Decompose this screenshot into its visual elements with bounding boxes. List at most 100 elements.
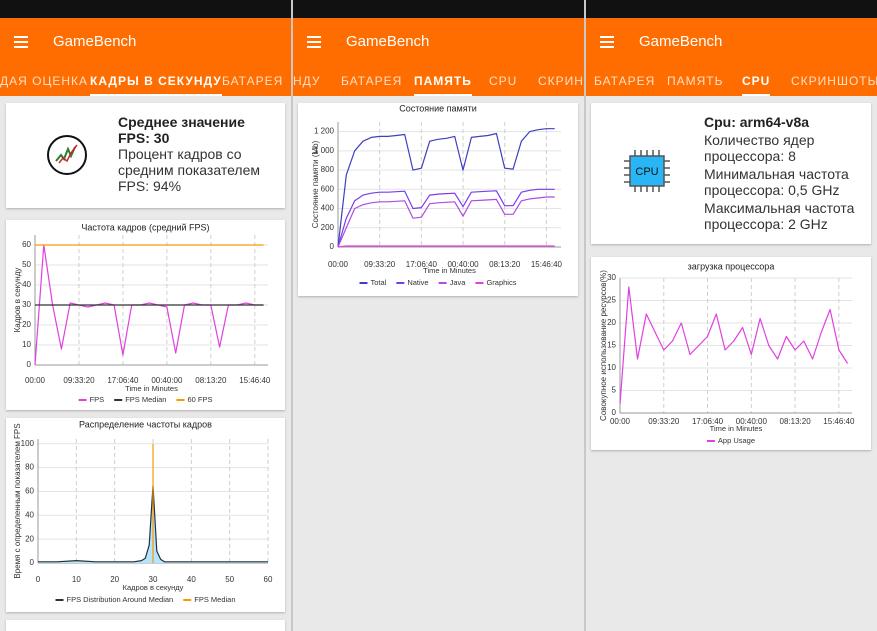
y-axis-label: Совокупное использование ресурсов(%): [599, 270, 608, 421]
summary-card: CPU Cpu: arm64-v8a Количество ядер проце…: [591, 103, 871, 244]
legend: FPS FPS Median 60 FPS: [78, 395, 212, 404]
legend-label: Graphics: [486, 278, 516, 287]
chart: Состояние памяти Состояние памяти (Mb) Tim…: [311, 103, 562, 287]
y-tick-label: 1 000: [314, 146, 335, 155]
x-tick-label: 17:06:40: [107, 376, 139, 385]
y-tick-label: 600: [321, 184, 335, 193]
chart-card: загрузка процессора Совокупное использова…: [591, 257, 871, 450]
status-bar: [0, 0, 291, 18]
x-tick-label: 60: [264, 575, 273, 584]
y-tick-label: 200: [321, 223, 335, 232]
summary-heading: Среднее значение FPS: 30: [118, 114, 245, 146]
x-axis-label: Time in Minutes: [710, 424, 763, 433]
y-axis-label: Кадров в секунду: [13, 268, 22, 333]
x-tick-label: 00:00: [610, 417, 631, 426]
y-tick-label: 30: [607, 273, 616, 282]
y-tick-label: 20: [22, 320, 31, 329]
summary-text: Среднее значение FPS: 30 Процент кадров …: [118, 114, 278, 194]
legend: FPS Distribution Around Median FPS Median: [55, 595, 236, 604]
y-tick-label: 5: [612, 386, 617, 395]
tab[interactable]: CPU: [742, 74, 771, 96]
chart-card: Состояние памяти Состояние памяти (Mb) Tim…: [298, 103, 578, 296]
legend-label: 60 FPS: [187, 395, 212, 404]
x-tick-label: 10: [72, 575, 81, 584]
y-tick-label: 10: [607, 363, 616, 372]
series-line: [337, 196, 555, 248]
y-tick-label: 100: [21, 439, 35, 448]
status-bar: [586, 0, 877, 18]
series-line: [619, 286, 849, 405]
summary-line: Процент кадров со средним показателем FP…: [118, 146, 260, 194]
app-bar: GameBench ДАЯ ОЦЕНКА КАДРЫ В СЕКУНДУ БАТ…: [0, 18, 291, 96]
tab[interactable]: CPU: [489, 74, 518, 88]
x-tick-label: 00:40:00: [151, 376, 183, 385]
legend-label: FPS: [90, 395, 105, 404]
y-tick-label: 60: [22, 240, 31, 249]
y-tick-label: 60: [25, 487, 34, 496]
chart-title: Состояние памяти: [399, 103, 477, 113]
app-title: GameBench: [639, 33, 723, 50]
x-tick-label: 09:33:20: [364, 260, 396, 269]
x-tick-label: 00:40:00: [447, 260, 479, 269]
y-tick-label: 80: [25, 463, 34, 472]
tab[interactable]: НДУ: [293, 74, 321, 88]
y-tick-label: 0: [27, 360, 32, 369]
cpu-icon: CPU: [624, 150, 670, 192]
chart-card: Распределение частоты кадров Время с опре…: [6, 418, 285, 612]
x-tick-label: 00:00: [328, 260, 349, 269]
legend-label: FPS Median: [125, 395, 166, 404]
x-tick-label: 30: [149, 575, 158, 584]
y-tick-label: 10: [22, 340, 31, 349]
tab[interactable]: СКРИНШОТЫ: [538, 74, 584, 88]
x-tick-label: 17:06:40: [692, 417, 724, 426]
x-tick-label: 08:13:20: [489, 260, 521, 269]
x-tick-label: 08:13:20: [195, 376, 227, 385]
x-axis-label: Time in Minutes: [423, 266, 476, 275]
y-tick-label: 400: [321, 204, 335, 213]
y-tick-label: 20: [607, 318, 616, 327]
fps-icon: [47, 135, 87, 175]
tab[interactable]: БАТАРЕЯ: [222, 74, 284, 88]
tab[interactable]: БАТАРЕЯ: [341, 74, 403, 88]
chart: загрузка процессора Совокупное использова…: [599, 261, 855, 445]
summary-text: Cpu: arm64-v8a Количество ядер процессор…: [704, 114, 869, 232]
menu-button[interactable]: [307, 36, 321, 48]
tab[interactable]: ПАМЯТЬ: [667, 74, 724, 88]
summary-heading: Cpu: arm64-v8a: [704, 114, 810, 130]
app-title: GameBench: [346, 33, 430, 50]
tab[interactable]: БАТАРЕЯ: [594, 74, 656, 88]
y-tick-label: 50: [22, 260, 31, 269]
tab[interactable]: СКРИНШОТЫ: [791, 74, 877, 88]
tab[interactable]: КАДРЫ В СЕКУНДУ: [90, 74, 222, 96]
tab[interactable]: ДАЯ ОЦЕНКА: [0, 74, 89, 88]
y-tick-label: 40: [22, 280, 31, 289]
y-axis-label: Время с определенным показателем FPS: [13, 423, 22, 578]
x-tick-label: 00:40:00: [736, 417, 768, 426]
menu-button[interactable]: [14, 36, 28, 48]
x-tick-label: 0: [36, 575, 41, 584]
legend: Total Native Java Graphics: [359, 278, 517, 287]
tab[interactable]: ПАМЯТЬ: [414, 74, 472, 96]
series-line: [337, 128, 555, 248]
y-tick-label: 0: [612, 408, 617, 417]
y-tick-label: 25: [607, 296, 616, 305]
series-line: [337, 245, 555, 248]
chart-title: Частота кадров (средний FPS): [81, 222, 209, 232]
legend: App Usage: [706, 436, 755, 445]
y-tick-label: 15: [607, 341, 616, 350]
chart-title: загрузка процессора: [688, 261, 775, 271]
phone-screen: GameBench НДУ БАТАРЕЯ ПАМЯТЬ CPU СКРИНШО…: [293, 0, 584, 631]
legend-label: Total: [371, 278, 387, 287]
card: [6, 620, 285, 631]
app-bar: GameBench НДУ БАТАРЕЯ ПАМЯТЬ CPU СКРИНШО…: [293, 18, 584, 96]
x-tick-label: 50: [225, 575, 234, 584]
x-tick-label: 15:46:40: [823, 417, 855, 426]
series-line: [34, 244, 264, 366]
chart: Частота кадров (средний FPS) Кадров в сек…: [13, 222, 271, 404]
y-tick-label: 0: [30, 558, 35, 567]
chart-title: Распределение частоты кадров: [79, 419, 212, 429]
legend-label: Java: [450, 278, 467, 287]
menu-button[interactable]: [600, 36, 614, 48]
y-tick-label: 0: [330, 242, 335, 251]
